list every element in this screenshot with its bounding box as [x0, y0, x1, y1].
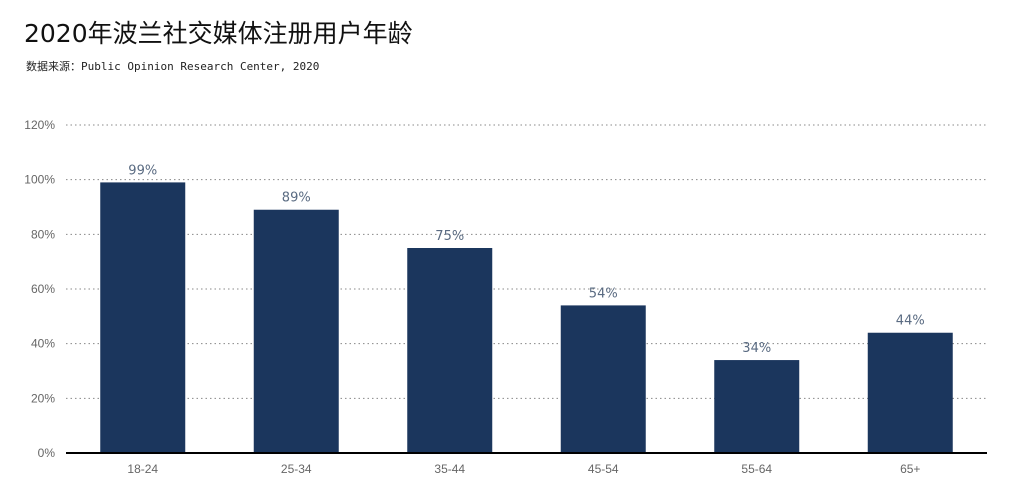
bar: [100, 182, 186, 453]
x-tick-label: 45-54: [588, 462, 619, 476]
grid-layer: [66, 124, 987, 399]
chart-source: 数据来源：Public Opinion Research Center, 202…: [26, 60, 320, 73]
y-tick-label: 100%: [24, 173, 55, 187]
bar: [407, 248, 493, 453]
data-label: 75%: [435, 229, 464, 244]
y-tick-label: 0%: [38, 446, 56, 460]
bar: [560, 305, 646, 453]
data-label: 44%: [896, 314, 925, 329]
x-tick-label: 55-64: [741, 462, 772, 476]
x-tick-label: 18-24: [127, 462, 158, 476]
x-tick-label: 65+: [900, 462, 920, 476]
data-label: 54%: [589, 286, 618, 301]
x-tick-label: 25-34: [281, 462, 312, 476]
data-labels: 99% 89% 75% 54% 34% 44%: [128, 163, 924, 356]
data-label: 34%: [742, 341, 771, 356]
bar: [714, 360, 800, 453]
y-axis-ticks: 0% 20% 40% 60% 80% 100% 120%: [24, 118, 55, 460]
x-axis-ticks: 18-24 25-34 35-44 45-54 55-64 65+: [127, 462, 920, 476]
bar: [867, 332, 953, 453]
bar: [253, 209, 339, 453]
x-tick-label: 35-44: [434, 462, 465, 476]
bars: [100, 182, 953, 453]
y-tick-label: 40%: [31, 337, 55, 351]
data-label: 89%: [282, 191, 311, 206]
data-label: 99%: [128, 163, 157, 178]
y-tick-label: 80%: [31, 227, 55, 241]
chart-title: 2020年波兰社交媒体注册用户年龄: [24, 19, 413, 48]
y-tick-label: 60%: [31, 282, 55, 296]
y-tick-label: 120%: [24, 118, 55, 132]
y-tick-label: 20%: [31, 391, 55, 405]
